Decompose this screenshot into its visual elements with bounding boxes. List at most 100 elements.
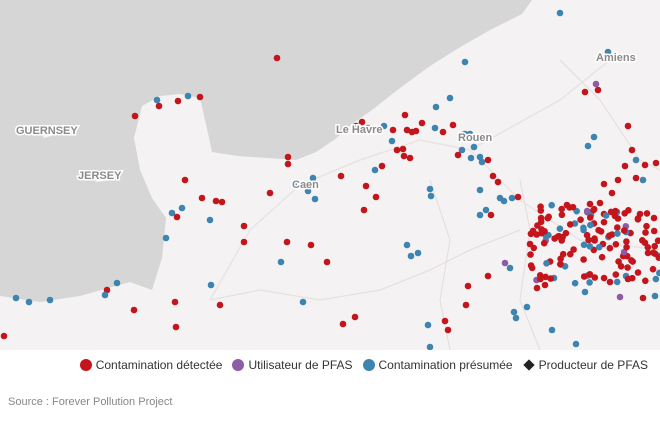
site-dot	[130, 306, 138, 314]
site-dot	[644, 244, 652, 251]
site-dot	[307, 241, 315, 249]
site-dot	[624, 264, 631, 271]
site-dot	[523, 303, 531, 311]
site-dot	[572, 340, 580, 348]
site-dot	[131, 112, 139, 120]
site-dot	[299, 298, 307, 306]
site-dot	[358, 118, 366, 126]
site-dot	[614, 215, 622, 222]
site-dot	[25, 298, 33, 306]
site-dot	[372, 193, 380, 201]
site-dot	[424, 321, 432, 329]
site-dot	[283, 238, 291, 246]
site-dot	[240, 222, 248, 230]
site-dot	[556, 9, 564, 17]
site-dot	[651, 292, 659, 300]
site-dot	[545, 213, 552, 221]
site-dot	[634, 216, 642, 223]
site-dot	[371, 166, 379, 174]
site-dot	[427, 192, 435, 200]
site-dot	[607, 208, 615, 216]
site-dot	[418, 119, 426, 127]
site-dot	[650, 227, 658, 235]
site-dot	[620, 227, 628, 234]
site-dot	[624, 275, 632, 283]
site-dot	[625, 207, 632, 214]
site-dot	[311, 195, 319, 203]
site-dot	[172, 323, 180, 331]
site-dot	[526, 240, 534, 248]
legend-item: Producteur de PFAS	[522, 358, 648, 372]
site-dot	[494, 178, 502, 186]
site-dot	[586, 214, 594, 221]
site-dot	[277, 258, 285, 266]
site-dot	[614, 224, 621, 231]
site-dot	[407, 252, 415, 260]
site-dot	[461, 130, 469, 138]
site-dot	[606, 244, 614, 252]
site-dot	[587, 221, 594, 229]
site-dot	[639, 176, 647, 184]
site-dot	[339, 320, 347, 328]
site-dot	[212, 197, 220, 205]
site-dot	[543, 260, 550, 267]
site-dot	[600, 274, 608, 282]
site-dot	[612, 241, 620, 248]
site-dot	[556, 225, 564, 232]
site-dot	[533, 284, 541, 292]
site-dot	[590, 206, 597, 214]
site-dot	[484, 272, 492, 280]
site-dot	[600, 218, 608, 226]
site-dot	[206, 216, 214, 224]
site-dot	[557, 260, 564, 268]
legend-item: Contamination détectée	[79, 358, 222, 372]
site-dot	[608, 231, 616, 238]
site-dot	[548, 326, 556, 334]
legend-label: Contamination présumée	[378, 358, 513, 372]
site-dot	[541, 228, 548, 235]
site-dot	[393, 146, 401, 154]
site-dot	[476, 186, 484, 194]
site-dot	[216, 301, 224, 309]
site-dot	[446, 94, 454, 102]
site-dot	[592, 80, 600, 88]
site-dot	[461, 58, 469, 66]
site-dot	[583, 231, 591, 239]
site-dot	[642, 277, 649, 285]
site-dot	[482, 206, 490, 214]
site-dot	[388, 137, 396, 145]
site-dot	[323, 258, 331, 266]
site-dot	[198, 194, 206, 202]
site-dot	[571, 279, 579, 287]
site-dot	[403, 241, 411, 249]
legend-item: Contamination présumée	[362, 358, 513, 372]
site-dot	[458, 146, 466, 154]
site-dot	[218, 198, 226, 206]
site-dot	[439, 128, 447, 136]
site-dot	[449, 121, 457, 129]
site-dot	[426, 185, 434, 193]
site-dot	[580, 241, 588, 249]
site-dot	[537, 275, 544, 283]
site-dot	[595, 226, 602, 234]
site-dot	[400, 152, 408, 160]
site-dot	[337, 172, 345, 180]
site-dot	[454, 151, 462, 159]
site-dot	[378, 162, 386, 170]
site-dot	[171, 298, 179, 306]
site-dot	[527, 230, 535, 238]
site-dot	[600, 180, 608, 188]
site-dot	[467, 154, 475, 162]
site-dot	[623, 243, 630, 251]
site-dot	[620, 248, 628, 256]
site-dot	[563, 201, 571, 209]
site-dot	[570, 246, 577, 253]
site-dot	[580, 256, 587, 263]
sites	[0, 9, 660, 351]
site-dot	[284, 153, 292, 161]
site-dot	[380, 122, 388, 130]
site-dot	[547, 275, 554, 282]
site-dot	[401, 111, 409, 119]
site-dot	[595, 243, 603, 251]
site-dot	[641, 161, 649, 169]
